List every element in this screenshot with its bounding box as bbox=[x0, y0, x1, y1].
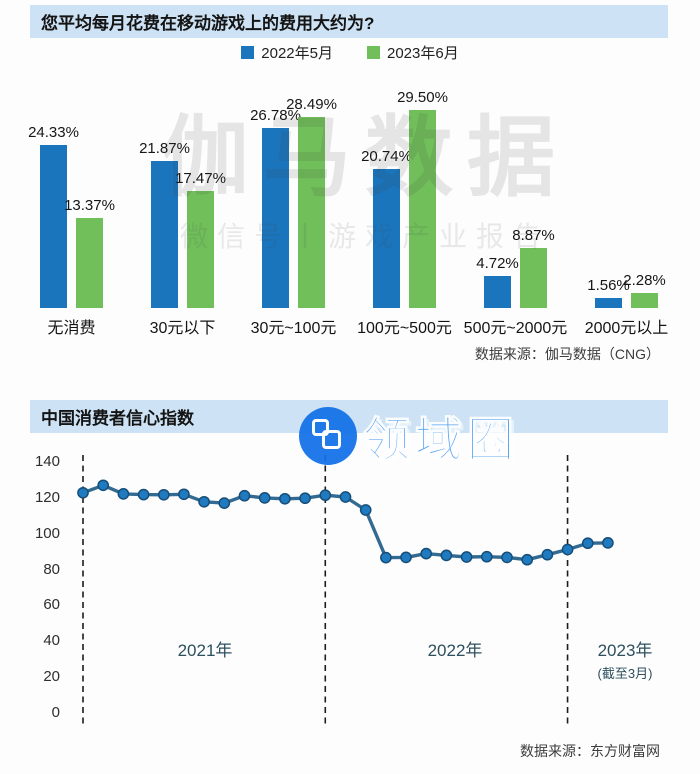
data-point-marker bbox=[218, 497, 231, 509]
data-point-marker bbox=[440, 549, 453, 562]
bar-value-label: 2.28% bbox=[623, 271, 666, 289]
bar: 29.50% bbox=[397, 89, 448, 308]
bar-value-label: 28.49% bbox=[286, 95, 337, 113]
bar: 13.37% bbox=[64, 197, 115, 308]
bar-chart-legend: 2022年5月 2023年6月 bbox=[0, 42, 700, 63]
data-point-marker bbox=[541, 548, 554, 561]
bar: 28.49% bbox=[286, 96, 337, 308]
data-point-marker bbox=[521, 553, 534, 566]
bar-value-label: 4.72% bbox=[476, 255, 519, 273]
bar-value-label: 1.56% bbox=[587, 276, 630, 294]
data-point-marker bbox=[602, 537, 614, 549]
year-label-text: 2023年 bbox=[597, 641, 653, 660]
legend-label: 2023年6月 bbox=[387, 45, 459, 62]
legend-item: 2023年6月 bbox=[367, 42, 459, 63]
data-point-marker bbox=[238, 489, 251, 502]
bar: 21.87% bbox=[139, 140, 190, 308]
data-point-marker bbox=[279, 492, 291, 505]
line-chart-plot bbox=[77, 455, 614, 728]
category-label: 30元以下 bbox=[149, 320, 216, 337]
data-point-marker bbox=[77, 486, 89, 499]
y-axis-tick-label: 100 bbox=[34, 525, 60, 542]
bar-chart-title: 您平均每月花费在移动游戏上的费用大约为? bbox=[41, 14, 375, 33]
year-label-text: 2021年 bbox=[177, 641, 233, 660]
bar-value-label: 21.87% bbox=[139, 140, 190, 157]
category-label: 无消费 bbox=[47, 320, 96, 337]
year-label-2022: 2022年 bbox=[395, 636, 515, 661]
bar: 26.78% bbox=[250, 107, 301, 308]
data-point-marker bbox=[258, 492, 271, 504]
y-axis-tick-label: 140 bbox=[34, 453, 60, 470]
bar-chart-title-bar: 您平均每月花费在移动游戏上的费用大约为? bbox=[30, 5, 668, 38]
bar: 24.33% bbox=[28, 124, 79, 308]
data-point-marker bbox=[178, 488, 190, 501]
bar-chart-source: 数据来源：伽马数据（CNG） bbox=[474, 346, 660, 362]
bar: 4.72% bbox=[476, 255, 519, 308]
bar-value-label: 20.74% bbox=[361, 147, 412, 165]
y-axis-tick-label: 60 bbox=[43, 596, 60, 613]
bar: 8.87% bbox=[512, 227, 555, 308]
bar-group: 4.72% 8.87% bbox=[460, 100, 571, 308]
data-point-marker bbox=[420, 547, 433, 560]
bar-chart-plot: 24.33% 13.37% 21.87% 17.47% 26.78% 28.49% 20.7… bbox=[16, 89, 682, 308]
y-axis-tick-label: 80 bbox=[43, 561, 60, 578]
y-axis-tick-label: 0 bbox=[51, 704, 60, 721]
bar-group: 21.87% 17.47% bbox=[127, 100, 238, 308]
year-label-2021: 2021年 bbox=[145, 636, 265, 661]
category-label: 100元~500元 bbox=[357, 320, 452, 337]
data-point-marker bbox=[400, 551, 412, 564]
line-chart-title-bar: 中国消费者信心指数 bbox=[30, 400, 668, 433]
data-point-marker bbox=[299, 492, 311, 505]
bar-chart-category-axis: 无消费 30元以下 30元~100元 100元~500元 500元~2000元 2000元… bbox=[16, 314, 682, 338]
bar: 1.56% bbox=[587, 277, 630, 308]
data-point-marker bbox=[117, 488, 130, 500]
data-point-marker bbox=[97, 479, 110, 492]
legend-label: 2022年5月 bbox=[261, 45, 333, 62]
year-label-text: 2022年 bbox=[427, 641, 483, 660]
bar-value-label: 26.78% bbox=[250, 107, 301, 124]
data-point-marker bbox=[380, 551, 392, 564]
legend-swatch-icon bbox=[367, 46, 380, 59]
bar-value-label: 8.87% bbox=[512, 227, 555, 245]
data-point-marker bbox=[581, 537, 594, 550]
bar: 20.74% bbox=[361, 148, 412, 308]
bar-group: 26.78% 28.49% bbox=[238, 96, 349, 308]
data-point-marker bbox=[319, 489, 332, 502]
category-label: 30元~100元 bbox=[250, 320, 337, 337]
bar-group: 20.74% 29.50% bbox=[349, 89, 460, 308]
y-axis-tick-label: 40 bbox=[43, 632, 60, 649]
data-point-marker bbox=[137, 488, 150, 501]
bar: 17.47% bbox=[175, 170, 226, 308]
y-axis-tick-label: 20 bbox=[43, 668, 60, 685]
bar-value-label: 17.47% bbox=[175, 169, 226, 187]
year-sublabel-text: (截至3月) bbox=[597, 666, 653, 681]
bar-value-label: 13.37% bbox=[64, 197, 115, 215]
bar-value-label: 29.50% bbox=[397, 88, 448, 106]
data-point-marker bbox=[339, 491, 352, 503]
data-point-marker bbox=[198, 495, 210, 508]
data-point-marker bbox=[561, 543, 574, 556]
data-point-marker bbox=[359, 504, 372, 516]
data-point-marker bbox=[157, 488, 170, 501]
data-point-marker bbox=[501, 551, 513, 564]
legend-swatch-icon bbox=[241, 46, 255, 59]
line-chart-title: 中国消费者信心指数 bbox=[41, 409, 194, 428]
bar: 2.28% bbox=[623, 272, 666, 308]
bar-group: 24.33% 13.37% bbox=[16, 100, 127, 308]
category-label: 500元~2000元 bbox=[463, 320, 568, 337]
category-label: 2000元以上 bbox=[584, 320, 669, 337]
data-point-marker bbox=[480, 550, 493, 563]
line-chart-source: 数据来源：东方财富网 bbox=[520, 743, 660, 759]
data-point-marker bbox=[460, 551, 473, 563]
legend-item: 2022年5月 bbox=[241, 42, 333, 63]
year-label-2023: 2023年 (截至3月) bbox=[565, 636, 685, 682]
bar-value-label: 24.33% bbox=[28, 123, 79, 141]
y-axis-tick-label: 120 bbox=[34, 489, 60, 506]
bar-group: 1.56% 2.28% bbox=[571, 100, 682, 308]
